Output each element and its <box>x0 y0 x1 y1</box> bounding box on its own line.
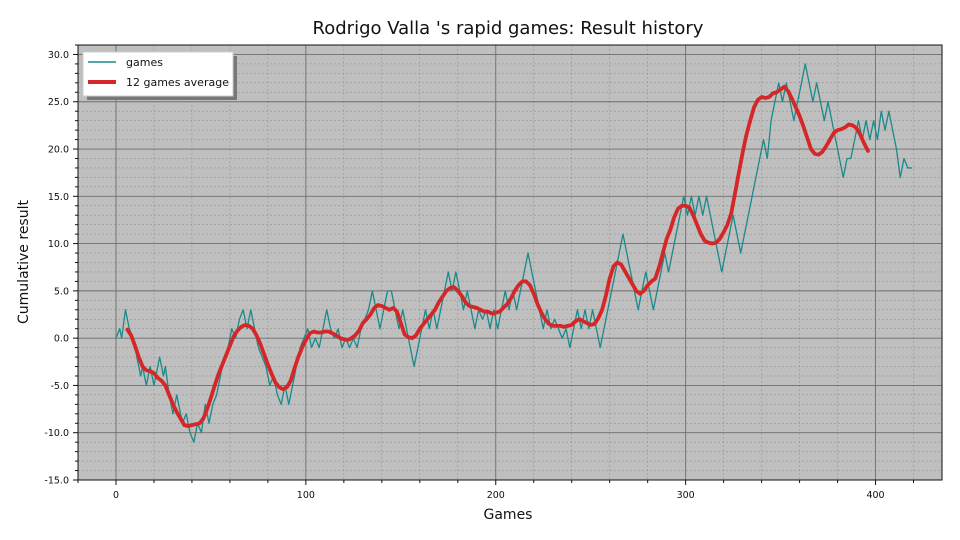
y-tick-label: -5.0 <box>50 381 69 392</box>
series-layer <box>115 63 913 443</box>
major-grid <box>78 45 942 481</box>
x-tick-label: 400 <box>866 490 884 501</box>
x-tick-label: 0 <box>113 490 119 501</box>
legend-label-average: 12 games average <box>126 76 229 89</box>
x-axis-label: Games <box>484 507 533 523</box>
y-tick-label: -15.0 <box>44 476 69 487</box>
y-tick-label: -10.0 <box>44 428 69 439</box>
chart-title: Rodrigo Valla 's rapid games: Result his… <box>313 18 704 39</box>
y-tick-label: 30.0 <box>48 50 69 61</box>
y-tick-label: 25.0 <box>48 97 69 108</box>
x-tick-label: 200 <box>487 490 505 501</box>
y-tick-label: 0.0 <box>54 334 69 345</box>
y-axis-label: Cumulative result <box>16 200 32 324</box>
series-line-average <box>125 84 870 429</box>
legend-label-games: games <box>126 56 163 69</box>
y-tick-label: 15.0 <box>48 192 69 203</box>
x-tick-label: 300 <box>677 490 695 501</box>
x-tick-label: 100 <box>297 490 315 501</box>
y-axis: -15.0 -10.0 -5.0 0.0 5.0 10.0 15.0 20.0 25.0 30.0 <box>44 44 78 487</box>
y-tick-label: 20.0 <box>48 145 69 156</box>
y-tick-label: 10.0 <box>48 239 69 250</box>
legend-box <box>82 51 234 97</box>
y-tick-label: 5.0 <box>54 286 69 297</box>
legend: games 12 games average <box>82 51 237 100</box>
x-axis: 0 100 200 300 400 <box>77 480 915 501</box>
